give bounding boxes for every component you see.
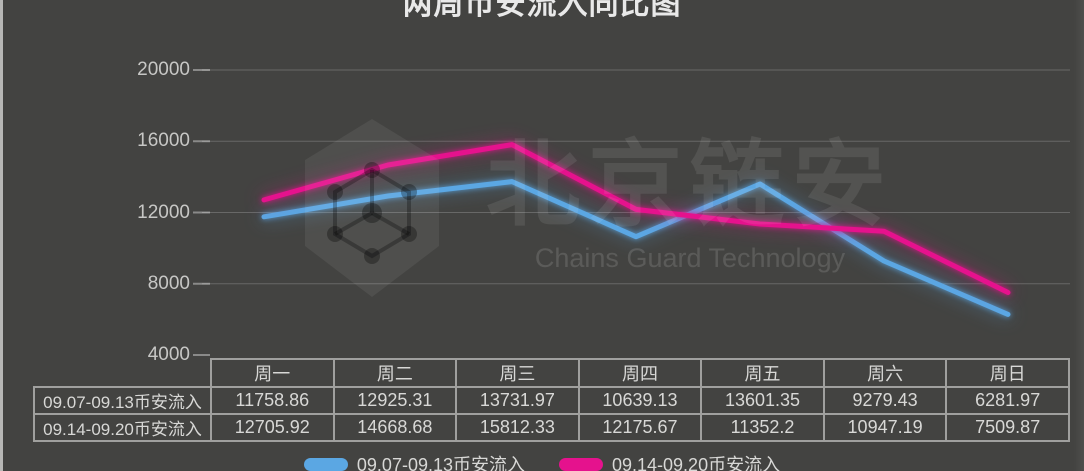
table-column-header: 周二: [332, 358, 458, 388]
y-axis-tick-label: 4000: [147, 344, 190, 365]
right-edge-shade: [1074, 0, 1084, 471]
legend-label: 09.07-09.13币安流入: [356, 455, 525, 471]
table-cell: 6281.97: [945, 386, 1070, 415]
table-cell: 12705.92: [210, 413, 335, 442]
table-row-header: 09.07-09.13币安流入: [33, 386, 212, 415]
table-cell: 7509.87: [945, 413, 1070, 442]
y-axis-tick-label: 16000: [137, 130, 190, 152]
table-column-header: 周日: [945, 358, 1070, 388]
watermark-en-text: Chains Guard Technology: [534, 243, 846, 273]
table-cell: 13601.35: [700, 386, 825, 415]
y-axis-tick-label: 8000: [147, 272, 190, 294]
table-cell: 9279.43: [822, 386, 948, 415]
table-row-header: 09.14-09.20币安流入: [33, 413, 212, 442]
legend-swatch-icon: [559, 457, 603, 471]
table-cell: 13731.97: [455, 386, 580, 415]
table-cell: 10639.13: [577, 386, 703, 415]
chart-legend: 09.07-09.13币安流入 09.14-09.20币安流入: [0, 451, 1084, 471]
table-column-header: 周四: [577, 358, 703, 388]
table-row: 09.14-09.20币安流入 12705.92 14668.68 15812.33 1…: [33, 413, 1070, 442]
legend-label: 09.14-09.20币安流入: [612, 455, 781, 471]
table-column-header: 周三: [455, 358, 580, 388]
y-axis-tick-label: 20000: [137, 59, 190, 80]
table-cell: 11758.86: [210, 386, 335, 415]
chart-title: 两周币安流入同比图: [402, 0, 682, 21]
watermark-cn-text: 北京链安: [485, 132, 894, 237]
data-table: 周一 周二 周三 周四 周五 周六 周日 09.07-09.13币安流入 11758.86 12…: [33, 358, 1070, 442]
legend-item: 09.14-09.20币安流入: [559, 451, 780, 471]
table-row: 09.07-09.13币安流入 11758.86 12925.31 13731.97 1…: [33, 386, 1070, 415]
series-line-0: [261, 179, 1011, 317]
table-column-header: 周一: [210, 358, 335, 388]
legend-item: 09.07-09.13币安流入: [303, 451, 525, 471]
table-cell: 10947.19: [822, 413, 948, 442]
table-cell: 11352.2: [700, 413, 825, 442]
table-cell: 12925.31: [332, 386, 458, 415]
y-axis-tick-label: 12000: [137, 201, 190, 223]
legend-swatch-icon: [303, 457, 348, 471]
left-edge-strip: [0, 0, 3, 471]
table-cell: 14668.68: [332, 413, 458, 442]
table-column-header: 周五: [700, 358, 825, 388]
chains-guard-shield-icon: [305, 119, 439, 297]
series-line-1: [261, 142, 1011, 295]
table-cell: 15812.33: [455, 413, 580, 442]
table-column-header: 周六: [822, 358, 948, 388]
table-corner-blank: [34, 359, 211, 387]
table-cell: 12175.67: [577, 413, 703, 442]
